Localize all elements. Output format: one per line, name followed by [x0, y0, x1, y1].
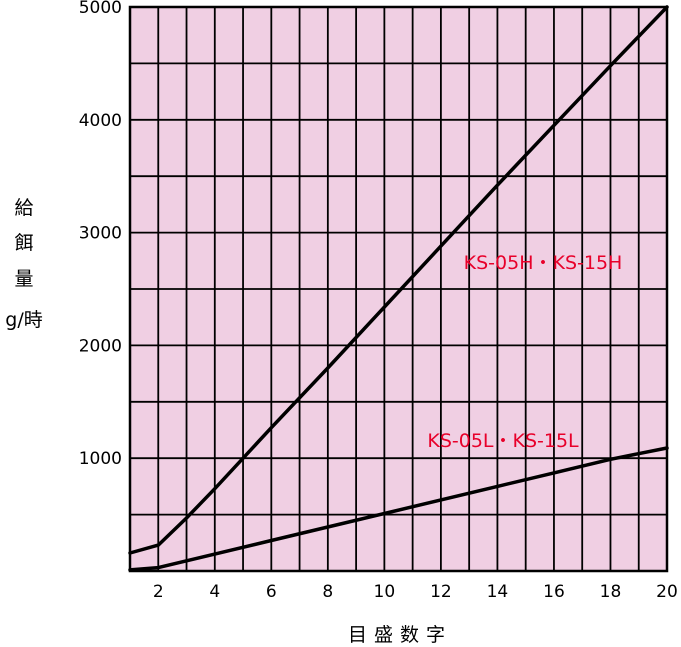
y-tick-label: 4000 [79, 111, 122, 131]
y-tick-labels: 1000 2000 3000 4000 5000 [79, 0, 122, 469]
y-axis-label-line: 餌 [14, 232, 33, 254]
x-tick-label: 12 [430, 582, 452, 602]
series-label-low: KS-05L・KS-15L [427, 430, 579, 452]
y-axis-label-line: g/時 [5, 309, 42, 331]
y-tick-label: 2000 [79, 336, 122, 356]
x-tick-label: 8 [322, 582, 333, 602]
plot-frame [128, 5, 669, 573]
x-tick-labels: 2 4 6 8 10 12 14 16 18 20 [153, 582, 678, 602]
x-tick-label: 18 [600, 582, 622, 602]
y-tick-label: 1000 [79, 449, 122, 469]
x-tick-label: 6 [266, 582, 277, 602]
y-axis-label-line: 量 [14, 268, 33, 290]
y-axis-label-line: 給 [14, 197, 33, 219]
x-tick-label: 4 [209, 582, 220, 602]
series-label-high: KS-05H・KS-15H [464, 252, 623, 274]
x-tick-label: 10 [374, 582, 396, 602]
y-axis-label: 給餌量 g/時 [5, 197, 42, 331]
x-tick-label: 16 [543, 582, 565, 602]
series-labels: KS-05H・KS-15H KS-05L・KS-15L [427, 252, 622, 452]
y-tick-label: 3000 [79, 224, 122, 244]
x-axis-label: 目盛数字 [348, 624, 452, 646]
series-layer [128, 5, 669, 572]
x-tick-label: 14 [487, 582, 509, 602]
x-tick-label: 2 [153, 582, 164, 602]
series-line-high [128, 5, 669, 555]
x-tick-label: 20 [656, 582, 678, 602]
y-tick-label: 5000 [79, 0, 122, 18]
series-line-low [128, 446, 669, 572]
